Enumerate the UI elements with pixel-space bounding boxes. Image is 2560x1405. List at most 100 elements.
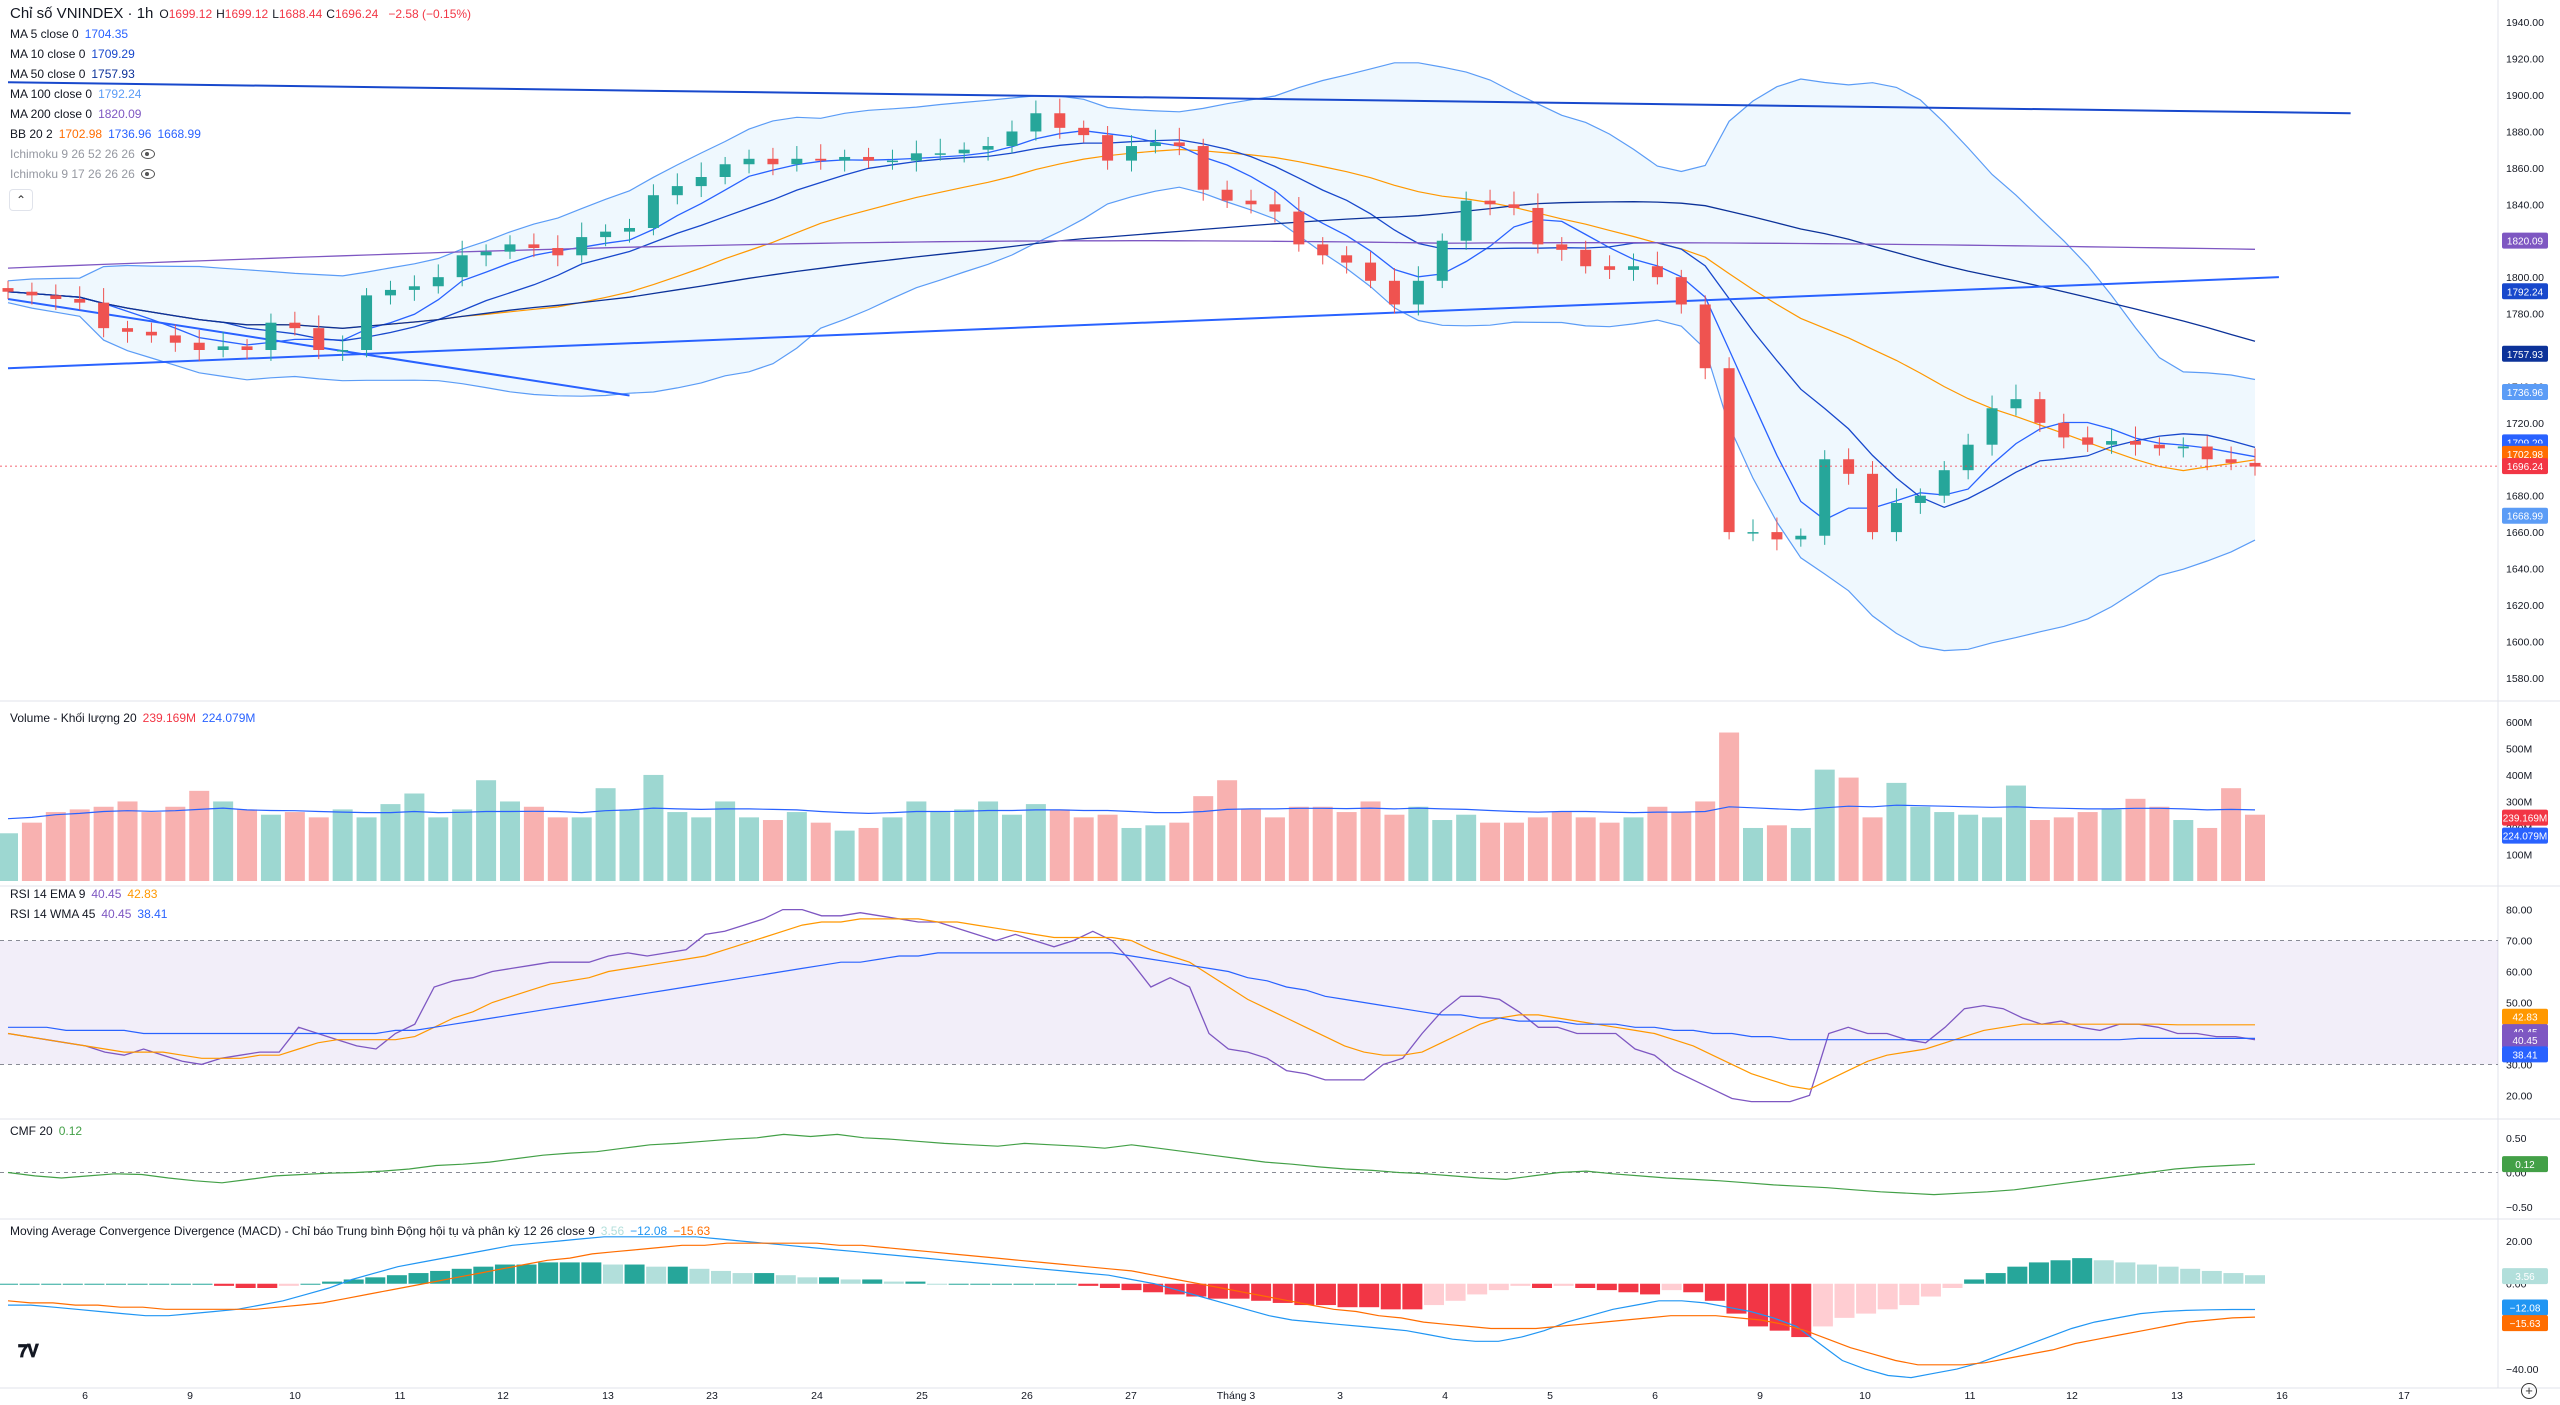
macd-histogram-bar <box>127 1283 148 1285</box>
macd-histogram-bar <box>1553 1283 1574 1286</box>
pane-value: 42.83 <box>127 887 158 901</box>
macd-histogram-bar <box>1532 1283 1553 1288</box>
price-legend: Chỉ số VNINDEX · 1h O1699.12 H1699.12 L168… <box>10 4 471 184</box>
candle-body <box>2225 459 2237 463</box>
macd-histogram-bar <box>1186 1283 1207 1297</box>
overlay-legend-row[interactable]: MA 10 close 0 1709.29 <box>10 44 471 64</box>
macd-histogram-bar <box>581 1262 602 1284</box>
time-axis-label: 12 <box>2066 1390 2078 1402</box>
candle-body <box>26 291 38 296</box>
macd-legend-row[interactable]: Moving Average Convergence Divergence (M… <box>10 1221 710 1241</box>
ohlc-label-o: O <box>159 7 169 21</box>
volume-bar <box>858 827 879 881</box>
overlay-legend-row[interactable]: Ichimoku 9 26 52 26 26 <box>10 144 471 164</box>
volume-bar <box>2005 785 2026 881</box>
macd-histogram-bar <box>883 1281 904 1284</box>
price-y-tick-label: 1920.00 <box>2506 54 2544 66</box>
volume-bar <box>284 812 305 881</box>
rsi-y-tick-label: 70.00 <box>2506 936 2532 948</box>
rsi-y-tick-label: 30.00 <box>2506 1059 2532 1071</box>
candle-body <box>1102 135 1114 161</box>
volume-bar <box>1121 827 1142 881</box>
volume-y-tick-label: 600M <box>2506 717 2532 729</box>
volume-bar <box>619 809 640 881</box>
time-axis-label: 13 <box>602 1390 614 1402</box>
macd-histogram-bar <box>1812 1283 1833 1327</box>
candle-body <box>1245 200 1257 205</box>
tradingview-logo[interactable]: 𝟕𝐕 <box>18 1341 39 1361</box>
eye-icon[interactable] <box>140 169 155 179</box>
volume-bar <box>595 788 616 881</box>
price-last-label-bg <box>2502 283 2548 300</box>
macd-histogram-bar <box>2201 1270 2222 1284</box>
rsi-wma-legend-row[interactable]: RSI 14 WMA 45 40.45 38.41 <box>10 904 167 924</box>
macd-histogram-bar <box>214 1283 235 1286</box>
overlay-legend-row[interactable]: BB 20 2 1702.98 1736.96 1668.99 <box>10 124 471 144</box>
volume-bar <box>1288 806 1309 881</box>
volume-bar <box>308 817 329 881</box>
pane-label: CMF 20 <box>10 1124 53 1138</box>
candle-body <box>265 322 277 350</box>
rsi-y-tick-label: 60.00 <box>2506 967 2532 979</box>
pane-label: RSI 14 WMA 45 <box>10 907 96 921</box>
macd-histogram-bar <box>365 1277 386 1284</box>
overlay-legend-row[interactable]: MA 200 close 0 1820.09 <box>10 104 471 124</box>
volume-bar <box>523 806 544 881</box>
overlay-label: MA 100 close 0 <box>10 87 93 101</box>
macd-histogram-bar <box>1596 1283 1617 1291</box>
ohlc-value-c: 1696.24 <box>334 7 379 21</box>
candle-body <box>1699 304 1711 369</box>
volume-bar <box>1503 822 1524 881</box>
candle-body <box>241 346 253 350</box>
volume-bar <box>691 817 712 881</box>
macd-histogram-bar <box>2007 1266 2028 1284</box>
time-axis-label: 4 <box>1442 1390 1448 1402</box>
overlay-legend-row[interactable]: MA 100 close 0 1792.24 <box>10 84 471 104</box>
volume-bar <box>1599 822 1620 881</box>
macd-histogram-bar <box>106 1283 127 1285</box>
trendline <box>7 276 2279 370</box>
price-y-tick-label: 1840.00 <box>2506 199 2544 211</box>
volume-bar <box>2221 788 2242 881</box>
macd-last-label: −15.63 <box>2510 1319 2541 1330</box>
cmf-legend-row[interactable]: CMF 20 0.12 <box>10 1121 82 1141</box>
rsi-ema-legend-row[interactable]: RSI 14 EMA 9 40.45 42.83 <box>10 884 167 904</box>
overlay-value: 1792.24 <box>98 87 142 101</box>
overlay-label: Ichimoku 9 26 52 26 26 <box>10 147 135 161</box>
candle-body <box>743 158 755 165</box>
candle-body <box>1867 473 1879 533</box>
time-axis-label: 5 <box>1547 1390 1553 1402</box>
volume-bar <box>906 801 927 881</box>
add-pane-button[interactable]: + <box>2521 1383 2537 1399</box>
price-y-tick-label: 1880.00 <box>2506 126 2544 138</box>
macd-histogram-bar <box>516 1264 537 1284</box>
volume-legend-row[interactable]: Volume - Khối lượng 20 239.169M 224.079M <box>10 708 255 728</box>
candle-body <box>504 244 516 252</box>
overlay-legend-row[interactable]: MA 50 close 0 1757.93 <box>10 64 471 84</box>
macd-histogram-bar <box>343 1279 364 1284</box>
price-y-tick-label: 1680.00 <box>2506 491 2544 503</box>
candle-body <box>2010 399 2022 409</box>
candle-body <box>576 237 588 256</box>
overlay-legend-row[interactable]: MA 5 close 0 1704.35 <box>10 24 471 44</box>
eye-icon[interactable] <box>140 149 155 159</box>
overlay-label: MA 10 close 0 <box>10 47 86 61</box>
price-y-tick-label: 1580.00 <box>2506 673 2544 685</box>
macd-histogram-bar <box>1985 1273 2006 1284</box>
symbol-header: Chỉ số VNINDEX · 1h O1699.12 H1699.12 L168… <box>10 4 471 24</box>
candle-body <box>2153 444 2165 449</box>
candle-body <box>1054 113 1066 128</box>
macd-histogram-bar <box>1791 1283 1812 1338</box>
ohlc-value-o: 1699.12 <box>168 7 213 21</box>
collapse-legend-button[interactable]: ⌃ <box>10 190 32 210</box>
symbol-title[interactable]: Chỉ số VNINDEX · 1h <box>10 5 154 22</box>
macd-histogram-bar <box>386 1275 407 1284</box>
overlay-legend-row[interactable]: Ichimoku 9 17 26 26 26 <box>10 164 471 184</box>
macd-histogram-bar <box>84 1283 105 1285</box>
candle-body <box>671 186 683 196</box>
volume-y-tick-label: 500M <box>2506 743 2532 755</box>
volume-bar <box>2149 806 2170 881</box>
time-axis-label: 24 <box>811 1390 823 1402</box>
time-axis-label: 6 <box>1652 1390 1658 1402</box>
